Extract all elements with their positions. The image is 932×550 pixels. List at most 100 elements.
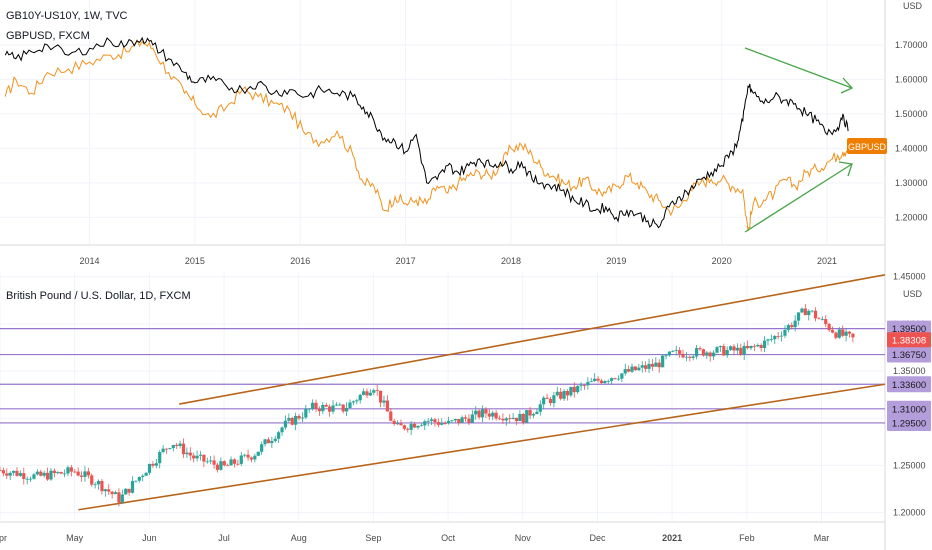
bottom-x-tick-label: Nov bbox=[515, 533, 532, 543]
bottom-x-tick-label: Aug bbox=[291, 533, 307, 543]
candle-body bbox=[141, 475, 145, 477]
top-y-tick-label: 1.60000 bbox=[895, 74, 928, 84]
candle-body bbox=[311, 402, 315, 409]
candle-body bbox=[756, 344, 760, 347]
candle-body bbox=[548, 398, 553, 404]
candle-body bbox=[491, 412, 495, 417]
candle-body bbox=[45, 472, 50, 480]
candle-body bbox=[124, 488, 128, 495]
top-x-tick-label: 2021 bbox=[817, 256, 837, 266]
candle-body bbox=[508, 418, 512, 420]
candle-body bbox=[260, 444, 264, 452]
candle-body bbox=[120, 494, 124, 503]
level-badge bbox=[887, 376, 931, 393]
candle-body bbox=[355, 400, 359, 402]
candle-body bbox=[793, 320, 797, 328]
candle-body bbox=[555, 391, 559, 396]
candle-body bbox=[463, 417, 468, 419]
candle-body bbox=[161, 448, 165, 453]
candle-body bbox=[620, 373, 624, 379]
top-y-tick-label: 1.70000 bbox=[895, 40, 928, 50]
top-y-axis: 1.70000 1.60000 1.50000 1.40000 1.30000 1.200… bbox=[895, 40, 928, 223]
candle-body bbox=[582, 385, 587, 387]
candle-body bbox=[266, 439, 271, 444]
candle-body bbox=[712, 352, 716, 357]
candle-body bbox=[443, 423, 447, 425]
candle-body bbox=[728, 346, 733, 350]
candle-body bbox=[474, 410, 478, 415]
candle-body bbox=[35, 471, 39, 475]
candle-body bbox=[328, 406, 332, 412]
candle-body bbox=[830, 330, 835, 333]
candle-body bbox=[535, 411, 539, 415]
bottom-x-tick-label: Sep bbox=[365, 533, 381, 543]
top-title-line2: GBPUSD, FXCM bbox=[6, 30, 90, 42]
candle-body bbox=[317, 408, 322, 412]
upper-trend-arrow bbox=[744, 47, 853, 89]
candle-body bbox=[409, 423, 413, 430]
candle-body bbox=[521, 413, 525, 423]
candle-body bbox=[127, 488, 131, 493]
bottom-x-tick-label: Feb bbox=[739, 533, 755, 543]
top-x-tick-label: 2019 bbox=[606, 256, 626, 266]
candle-body bbox=[436, 422, 440, 425]
candle-body bbox=[62, 473, 67, 475]
candle-body bbox=[701, 349, 706, 356]
candle-body bbox=[351, 401, 356, 403]
candle-body bbox=[545, 397, 549, 399]
channel-lower-line bbox=[78, 383, 886, 511]
candle-body bbox=[851, 333, 855, 338]
candle-body bbox=[11, 470, 16, 473]
candle-body bbox=[185, 452, 189, 455]
candle-body bbox=[79, 475, 84, 477]
top-x-tick-label: 2020 bbox=[712, 256, 732, 266]
trend-arrows bbox=[744, 47, 854, 233]
candle-body bbox=[52, 470, 56, 474]
candle-body bbox=[100, 481, 104, 492]
candle-body bbox=[817, 318, 821, 320]
candle-body bbox=[446, 420, 451, 424]
candle-body bbox=[395, 423, 400, 425]
candle-body bbox=[86, 471, 90, 476]
candle-body bbox=[110, 491, 114, 495]
candle-body bbox=[487, 413, 491, 417]
candle-body bbox=[5, 473, 9, 476]
top-x-tick-label: 2014 bbox=[80, 256, 100, 266]
candle-body bbox=[705, 352, 709, 356]
candle-body bbox=[168, 448, 172, 449]
level-badge-label: 1.31000 bbox=[892, 404, 926, 415]
candle-body bbox=[96, 481, 101, 485]
candle-body bbox=[212, 460, 216, 465]
candle-body bbox=[229, 459, 233, 466]
candle-body bbox=[243, 454, 247, 456]
candle-body bbox=[429, 419, 434, 421]
candle-body bbox=[307, 408, 311, 410]
bottom-title: British Pound / U.S. Dollar, 1D, FXCM bbox=[6, 290, 191, 302]
candle-body bbox=[1, 470, 5, 474]
candle-body bbox=[589, 381, 593, 382]
candle-body bbox=[749, 345, 753, 349]
level-badge bbox=[887, 400, 931, 417]
candle-body bbox=[688, 356, 692, 358]
candle-body bbox=[606, 380, 610, 382]
candle-body bbox=[368, 392, 372, 396]
candle-body bbox=[779, 335, 784, 337]
candle-body bbox=[73, 471, 77, 473]
candle-body bbox=[718, 346, 722, 348]
bottom-x-tick-label: Jun bbox=[142, 533, 157, 543]
candle-body bbox=[283, 420, 288, 428]
level-badge-label: 1.36750 bbox=[892, 350, 926, 361]
candle-body bbox=[426, 420, 430, 422]
top-x-tick-label: 2016 bbox=[290, 256, 310, 266]
top-x-tick-label: 2018 bbox=[501, 256, 521, 266]
candle-body bbox=[647, 363, 651, 369]
candle-body bbox=[497, 418, 502, 420]
candle-body bbox=[375, 390, 379, 392]
candle-body bbox=[762, 340, 767, 348]
top-x-axis: 2014 2015 2016 2017 2018 2019 2020 2021 bbox=[80, 256, 838, 266]
candle-body bbox=[752, 345, 756, 347]
candle-body bbox=[300, 417, 305, 419]
candle-body bbox=[610, 378, 614, 381]
candle-body bbox=[800, 308, 804, 313]
